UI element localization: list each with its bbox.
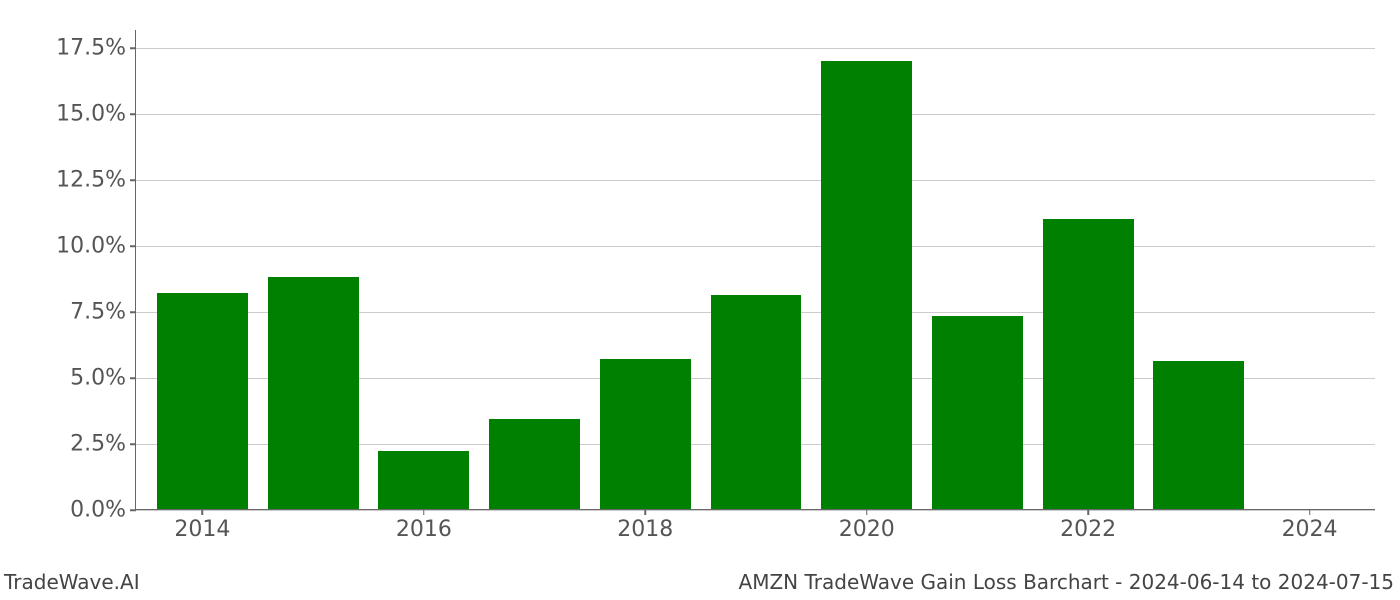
bar [378,451,469,509]
bar [932,316,1023,509]
gridline [136,48,1375,49]
xtick-label: 2022 [1060,509,1116,542]
plot-area: 0.0%2.5%5.0%7.5%10.0%12.5%15.0%17.5%2014… [135,30,1375,510]
bar [1153,361,1244,509]
bar [157,293,248,509]
ytick-label: 10.0% [56,234,136,259]
bar [489,419,580,509]
gridline [136,246,1375,247]
xtick-label: 2024 [1282,509,1338,542]
gridline [136,510,1375,511]
gridline [136,114,1375,115]
xtick-label: 2020 [839,509,895,542]
ytick-label: 2.5% [70,432,136,457]
bar [1043,219,1134,509]
bar [268,277,359,509]
ytick-label: 15.0% [56,102,136,127]
figure: 0.0% 2.5% 5.0% 7.5% 10.0% 12.5% 15.0% 17.5% 2014… [0,0,1400,600]
xtick-label: 2016 [396,509,452,542]
bar [600,359,691,509]
ytick-label: 17.5% [56,36,136,61]
xtick-label: 2014 [174,509,230,542]
ytick-label: 5.0% [70,366,136,391]
footer-left: TradeWave.AI [4,570,140,594]
xtick-label: 2018 [617,509,673,542]
bar [821,61,912,509]
ytick-label: 12.5% [56,168,136,193]
ytick-label: 0.0% [70,498,136,523]
bar [711,295,802,509]
gridline [136,180,1375,181]
footer-right: AMZN TradeWave Gain Loss Barchart - 2024… [739,570,1394,594]
ytick-label: 7.5% [70,300,136,325]
